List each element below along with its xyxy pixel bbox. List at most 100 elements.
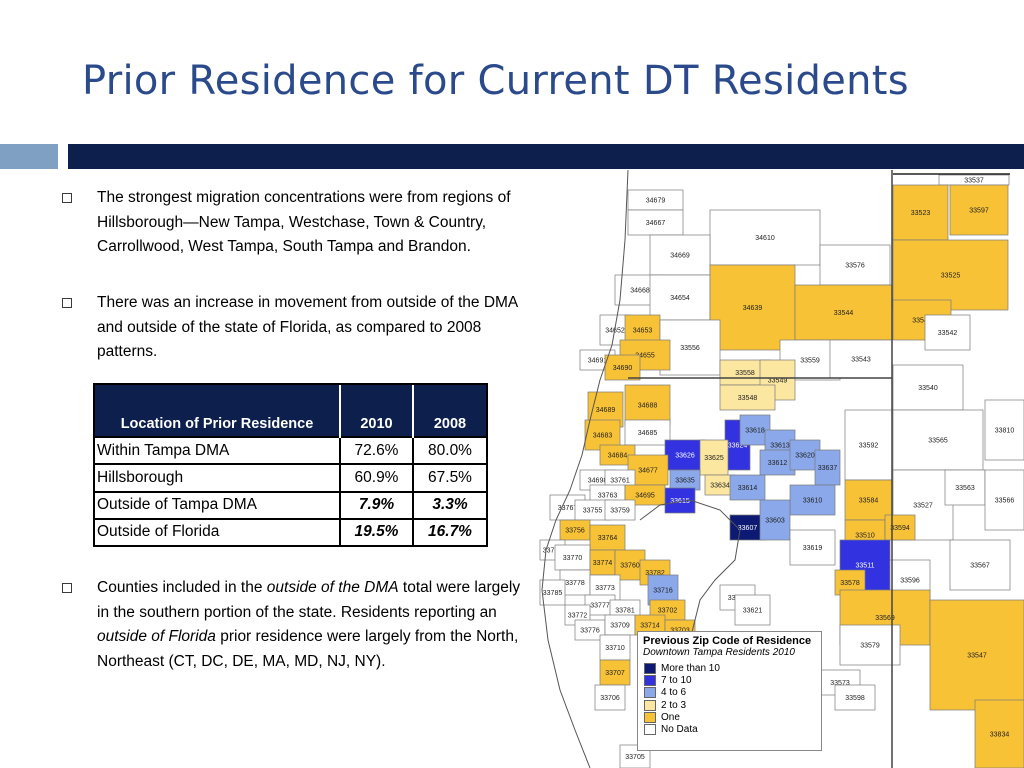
zip-label: 33774 bbox=[593, 560, 613, 567]
zip-label: 33525 bbox=[941, 273, 961, 280]
zip-label: 33760 bbox=[620, 563, 640, 570]
zip-label: 33543 bbox=[851, 357, 871, 364]
zip-area-33598 bbox=[834, 684, 876, 711]
zip-area-33759 bbox=[604, 499, 636, 521]
zip-label: 33566 bbox=[995, 498, 1015, 505]
zip-label: 33705 bbox=[625, 754, 645, 761]
zip-label: 33592 bbox=[859, 443, 879, 450]
legend-item: No Data bbox=[644, 723, 821, 736]
zip-area-33707 bbox=[599, 659, 631, 686]
zip-area-33544 bbox=[794, 284, 893, 341]
zip-label: 33584 bbox=[859, 498, 879, 505]
zip-label: 33594 bbox=[890, 525, 910, 532]
slide-title: Prior Residence for Current DT Residents bbox=[82, 58, 909, 104]
zip-area-33543 bbox=[829, 339, 893, 379]
zip-label: 33579 bbox=[860, 643, 880, 650]
zip-label: 33776 bbox=[580, 628, 600, 635]
zip-label: 33537 bbox=[964, 178, 984, 185]
zip-label: 33778 bbox=[565, 580, 585, 587]
value-2008: 80.0% bbox=[413, 435, 486, 465]
legend-item: 2 to 3 bbox=[644, 699, 821, 711]
row-label: Within Tampa DMA bbox=[95, 435, 341, 465]
zip-area-34610 bbox=[709, 209, 821, 266]
zip-label: 33597 bbox=[969, 208, 989, 215]
tampa-bay-shore bbox=[639, 499, 741, 661]
zip-area-33548 bbox=[719, 384, 776, 411]
zip-label: 34653 bbox=[633, 328, 653, 335]
zip-area-33594 bbox=[884, 514, 916, 541]
zip-area-33597 bbox=[949, 184, 1009, 236]
zip-code-map: 33537 33523 33597 34679 34667 34610 34669 33576… bbox=[536, 170, 1024, 768]
zip-label: 33773 bbox=[595, 585, 615, 592]
legend-item: 4 to 6 bbox=[644, 687, 821, 699]
legend-label: More than 10 bbox=[661, 662, 720, 674]
zip-area-33525 bbox=[892, 239, 1009, 311]
zip-label: 33710 bbox=[605, 645, 625, 652]
zip-label: 33707 bbox=[605, 670, 625, 677]
table-row: Outside of Florida 19.5% 16.7% bbox=[95, 517, 486, 545]
zip-label: 33763 bbox=[598, 493, 618, 500]
zip-label: 33612 bbox=[768, 460, 788, 467]
zip-label: 33772 bbox=[568, 613, 588, 620]
zip-area-33523 bbox=[892, 184, 949, 241]
row-label: Outside of Florida bbox=[95, 517, 341, 545]
value-2008: 16.7% bbox=[413, 517, 486, 545]
zip-label: 33637 bbox=[818, 465, 838, 472]
legend-item: More than 10 bbox=[644, 662, 821, 674]
zip-label: 33767 bbox=[558, 505, 578, 512]
zip-area-33547 bbox=[929, 599, 1024, 711]
row-label: Outside of Tampa DMA bbox=[95, 490, 341, 519]
bullet-text: Counties included in the outside of the … bbox=[97, 579, 521, 670]
zip-label: 33785 bbox=[543, 590, 563, 597]
value-2010: 19.5% bbox=[340, 517, 414, 545]
zip-label: 34639 bbox=[743, 305, 763, 312]
zip-label: 33834 bbox=[990, 732, 1010, 739]
zip-label: 33523 bbox=[911, 210, 931, 217]
table-header: 2008 bbox=[433, 416, 467, 432]
zip-label: 33619 bbox=[803, 545, 823, 552]
zip-label: 34685 bbox=[638, 430, 658, 437]
bullet-3: Counties included in the outside of the … bbox=[62, 576, 532, 674]
zip-area-33834 bbox=[974, 699, 1024, 768]
legend-label: 2 to 3 bbox=[661, 699, 687, 711]
zip-area-33592 bbox=[844, 409, 893, 481]
zip-label: 34677 bbox=[638, 468, 658, 475]
zip-area-33563 bbox=[944, 469, 986, 506]
zip-area-33785 bbox=[539, 579, 566, 606]
zip-area-33621 bbox=[734, 594, 771, 626]
zip-label: 34654 bbox=[670, 295, 690, 302]
zip-area-33625 bbox=[699, 439, 729, 476]
zip-area-34639 bbox=[709, 264, 796, 351]
zip-area-34690 bbox=[604, 354, 641, 381]
value-2008: 3.3% bbox=[413, 490, 486, 519]
prior-residence-table: Location of Prior Residence 2010 2008 Wi… bbox=[93, 383, 488, 547]
zip-label: 33548 bbox=[738, 395, 758, 402]
zip-label: 33527 bbox=[913, 503, 933, 510]
zip-label: 33578 bbox=[840, 580, 860, 587]
legend-item: 7 to 10 bbox=[644, 674, 821, 686]
gulf-coastline bbox=[541, 170, 629, 768]
legend-swatch bbox=[644, 699, 656, 711]
zip-label: 33634 bbox=[710, 483, 730, 490]
zip-label: 33556 bbox=[680, 345, 700, 352]
zip-label: 33596 bbox=[900, 578, 920, 585]
legend-swatch bbox=[644, 687, 656, 699]
legend-item: One bbox=[644, 711, 821, 723]
zip-label: 33716 bbox=[653, 588, 673, 595]
zip-label: 33709 bbox=[610, 623, 630, 630]
zip-area-33614 bbox=[729, 474, 766, 501]
value-2010: 7.9% bbox=[340, 490, 414, 519]
zip-label: 33569 bbox=[875, 615, 895, 622]
zip-label: 33618 bbox=[745, 428, 765, 435]
zip-label: 34655 bbox=[635, 353, 655, 360]
zip-label: 34683 bbox=[593, 433, 613, 440]
zip-label: 34689 bbox=[596, 407, 616, 414]
legend-label: 4 to 6 bbox=[661, 687, 687, 699]
table-row: Within Tampa DMA 72.6% 80.0% bbox=[95, 435, 486, 465]
zip-label: 33624 bbox=[728, 443, 748, 450]
zip-label: 34652 bbox=[605, 328, 625, 335]
zip-label: 33625 bbox=[704, 455, 724, 462]
zip-label: 33613 bbox=[770, 443, 790, 450]
legend-label: 7 to 10 bbox=[661, 674, 692, 686]
zip-area-33576 bbox=[819, 244, 891, 286]
